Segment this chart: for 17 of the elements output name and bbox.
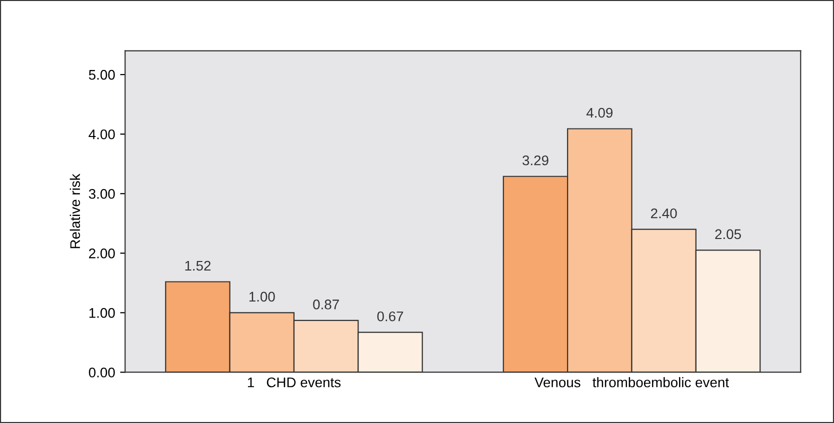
data-label: 3.29 — [522, 155, 548, 166]
y-tick-label: 1.00 — [89, 308, 115, 318]
y-tick-label: 4.00 — [88, 129, 115, 140]
data-label: 2.40 — [651, 208, 677, 218]
x-tick-label: Venous thromboembolic event — [534, 377, 729, 388]
x-tick-label: 1 CHD events — [248, 377, 341, 388]
data-label: 0.67 — [377, 311, 404, 322]
data-label: 0.87 — [313, 300, 339, 310]
y-tick-label: 3.00 — [88, 188, 115, 199]
data-label: 1.00 — [249, 292, 275, 302]
data-label: 2.05 — [715, 229, 741, 240]
y-tick-label: 0.00 — [88, 368, 115, 378]
data-label: 1.52 — [185, 260, 211, 271]
data-label: 4.09 — [586, 108, 613, 118]
y-tick-label: 2.00 — [89, 248, 115, 258]
y-axis-title: Relative risk — [70, 174, 80, 248]
y-tick-label: 5.00 — [88, 70, 115, 80]
